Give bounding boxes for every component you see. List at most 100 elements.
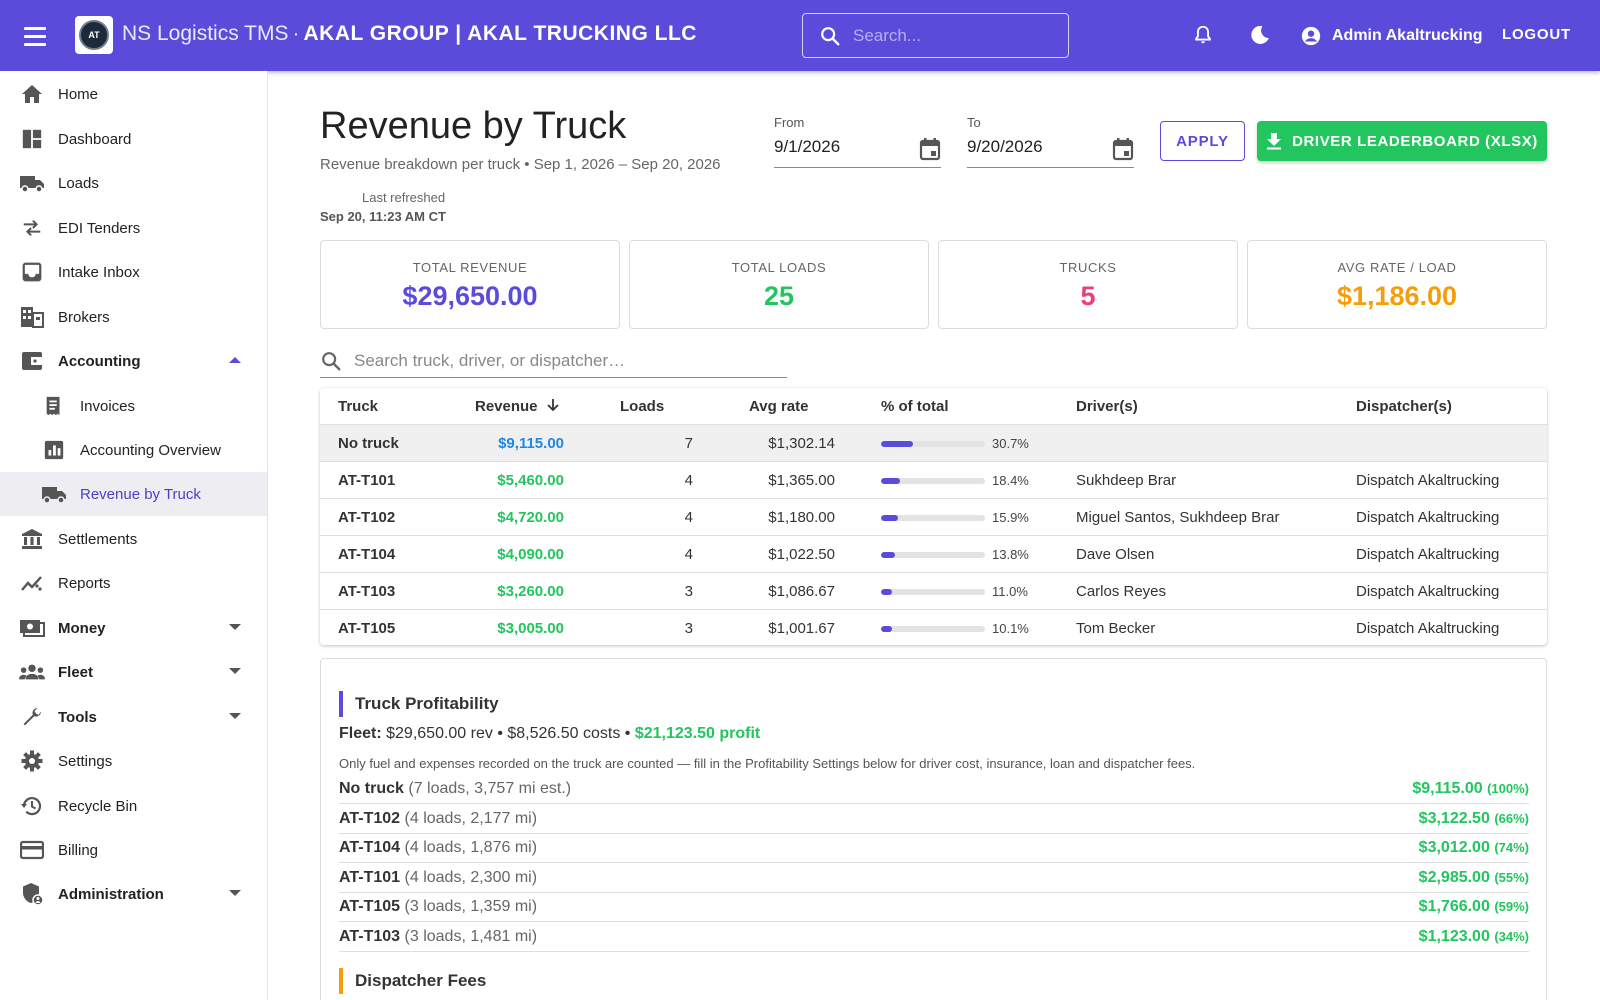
truck-profitability-title: Truck Profitability [339,691,499,717]
chevron-down-icon[interactable] [229,890,241,896]
logout-button[interactable]: LOGOUT [1502,26,1571,43]
sidebar-item-home[interactable]: Home [0,72,267,116]
kpi-value: $29,650.00 [402,281,538,311]
bar-chart-icon [41,437,67,463]
sidebar-item-settings[interactable]: Settings [0,739,267,783]
column-header-dispatchers[interactable]: Dispatcher(s) [1356,398,1452,415]
calendar-icon[interactable] [919,137,941,166]
sidebar-item-settlements[interactable]: Settlements [0,517,267,561]
table-header: Truck Revenue Loads Avg rate % of total … [320,388,1547,425]
kpi-total-loads: TOTAL LOADS 25 [629,240,929,329]
company-name: AKAL GROUP | AKAL TRUCKING LLC [303,22,697,45]
cell-truck: AT-T104 [338,546,396,563]
profit-truck: AT-T103 (3 loads, 1,481 mi) [339,927,538,945]
search-icon [322,352,341,371]
company-logo[interactable]: AT [75,16,113,54]
profit-row: No truck (7 loads, 3,757 mi est.) $9,115.… [339,775,1529,804]
app-name: NS Logistics TMS [122,22,289,45]
hamburger-menu-icon[interactable] [24,22,56,50]
column-header-pct-total[interactable]: % of total [881,398,949,415]
fleet-summary: Fleet: $29,650.00 rev • $8,526.50 costs … [339,725,761,742]
profit-value: $9,115.00 (100%) [1412,780,1529,797]
truck-icon [41,481,67,507]
table-row[interactable]: AT-T103 $3,260.00 3 $1,086.67 11.0% Carlos Re… [320,573,1547,610]
sidebar-item-dashboard[interactable]: Dashboard [0,117,267,161]
to-date-label: To [967,115,981,130]
to-date-field[interactable]: To [967,113,1134,168]
table-row[interactable]: No truck $9,115.00 7 $1,302.14 30.7% [320,425,1547,462]
user-menu[interactable]: Admin Akaltrucking [1300,25,1483,47]
table-search-input[interactable] [354,351,774,371]
driver-leaderboard-export-button[interactable]: DRIVER LEADERBOARD (XLSX) [1257,121,1547,161]
cell-drivers: Miguel Santos, Sukhdeep Brar [1076,509,1280,526]
table-row[interactable]: AT-T101 $5,460.00 4 $1,365.00 18.4% Sukhdeep … [320,462,1547,499]
cell-dispatchers: Dispatch Akaltrucking [1356,472,1500,489]
sidebar-item-reports[interactable]: Reports [0,561,267,605]
bell-icon[interactable] [1190,22,1216,48]
profit-truck: No truck (7 loads, 3,757 mi est.) [339,780,572,797]
sidebar-item-edi-tenders[interactable]: EDI Tenders [0,206,267,250]
chevron-up-icon[interactable] [229,357,241,363]
from-date-input[interactable] [774,137,904,157]
profit-truck: AT-T105 (3 loads, 1,359 mi) [339,898,538,915]
sidebar-item-intake-inbox[interactable]: Intake Inbox [0,250,267,294]
cell-dispatchers: Dispatch Akaltrucking [1356,509,1500,526]
column-header-truck[interactable]: Truck [338,398,379,415]
table-row[interactable]: AT-T104 $4,090.00 4 $1,022.50 13.8% Dave Olse… [320,536,1547,573]
page-subtitle: Revenue breakdown per truck • Sep 1, 202… [320,156,721,173]
search-icon [821,26,840,45]
sidebar-item-fleet[interactable]: Fleet [0,650,267,694]
sidebar-item-administration[interactable]: Administration [0,872,267,916]
table-row[interactable]: AT-T105 $3,005.00 3 $1,001.67 10.1% Tom Becke… [320,610,1547,647]
from-date-field[interactable]: From [774,113,941,168]
admin-shield-icon [19,881,45,907]
column-header-revenue[interactable]: Revenue [475,398,560,415]
cell-dispatchers: Dispatch Akaltrucking [1356,583,1500,600]
cell-avg-rate: $1,001.67 [768,620,835,637]
cell-avg-rate: $1,022.50 [768,546,835,563]
profit-row: AT-T102 (4 loads, 2,177 mi) $3,122.50 (66… [339,805,1529,834]
profit-value: $3,122.50 (66%) [1418,809,1529,827]
sidebar-item-invoices[interactable]: Invoices [0,384,267,428]
column-header-avg-rate[interactable]: Avg rate [749,398,809,415]
sidebar-item-money[interactable]: Money [0,606,267,650]
calendar-icon[interactable] [1112,137,1134,166]
sidebar-item-tools[interactable]: Tools [0,695,267,739]
cell-pct: 13.8% [992,547,1029,562]
kpi-avg-rate: AVG RATE / LOAD $1,186.00 [1247,240,1547,329]
kpi-value: 25 [763,281,795,311]
dark-mode-icon[interactable] [1247,22,1273,48]
pct-bar-fill [881,626,892,632]
sidebar-item-recycle-bin[interactable]: Recycle Bin [0,784,267,828]
table-row[interactable]: AT-T102 $4,720.00 4 $1,180.00 15.9% Miguel Sa… [320,499,1547,536]
column-header-loads[interactable]: Loads [620,398,665,415]
apply-button[interactable]: APPLY [1160,121,1245,161]
chevron-down-icon[interactable] [229,668,241,674]
cell-revenue: $5,460.00 [497,472,564,489]
sidebar-item-brokers[interactable]: Brokers [0,295,267,339]
sidebar-item-loads[interactable]: Loads [0,161,267,205]
kpi-total-revenue: TOTAL REVENUE $29,650.00 [320,240,620,329]
pct-bar [881,552,985,558]
cell-truck: AT-T105 [338,620,396,637]
cell-loads: 7 [684,435,693,452]
global-search[interactable] [802,13,1069,58]
to-date-input[interactable] [967,137,1097,157]
sidebar-item-revenue-by-truck[interactable]: Revenue by Truck [0,472,267,516]
cell-pct: 10.1% [992,621,1029,636]
group-icon [19,659,45,685]
sidebar-item-billing[interactable]: Billing [0,828,267,872]
column-header-drivers[interactable]: Driver(s) [1076,398,1138,415]
table-search[interactable] [320,345,787,378]
sidebar-item-accounting[interactable]: Accounting [0,339,267,383]
pct-bar [881,478,985,484]
cell-truck: No truck [338,435,399,452]
chevron-down-icon[interactable] [229,624,241,630]
global-search-input[interactable] [853,25,1053,46]
cell-loads: 4 [684,509,693,526]
truck-profitability-card: Truck Profitability Fleet: $29,650.00 re… [320,658,1547,1000]
pct-bar [881,515,985,521]
receipt-icon [41,393,67,419]
chevron-down-icon[interactable] [229,713,241,719]
sidebar-item-accounting-overview[interactable]: Accounting Overview [0,428,267,472]
